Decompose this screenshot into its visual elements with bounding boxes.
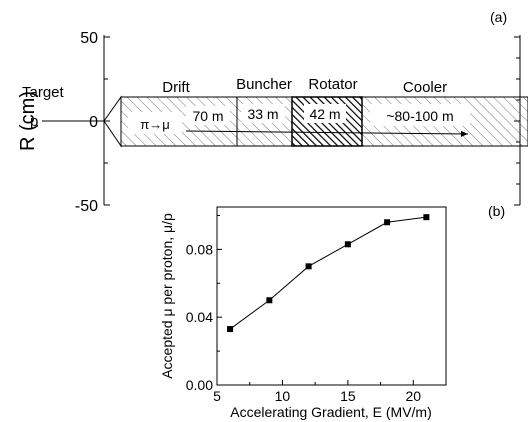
r-tick-label-0: 0 — [89, 114, 98, 131]
buncher-name: Buncher — [236, 76, 292, 93]
panel-b: (b) 5 10 15 20 0.00 0.04 0.08 Accelerating Gra… — [159, 203, 505, 420]
drift-length-box — [186, 106, 230, 125]
buncher-length-box — [241, 104, 285, 123]
decay-label: π→μ — [140, 117, 169, 132]
x-tick-label: 10 — [275, 388, 291, 404]
y-tick-label: 0.00 — [186, 377, 213, 393]
cooler-length-box — [370, 104, 470, 126]
data-point-marker — [266, 297, 273, 304]
drift-name: Drift — [162, 79, 190, 96]
series-line — [229, 216, 427, 330]
data-point-marker — [423, 214, 430, 221]
y-tick-label: 0.04 — [186, 309, 213, 325]
rotator-name: Rotator — [308, 76, 357, 93]
data-point-marker — [384, 219, 391, 226]
chart-layer: 5 10 15 20 0.00 0.04 0.08 — [186, 214, 430, 404]
cooler-name: Cooler — [403, 79, 447, 96]
drift-length: 70 m — [192, 108, 223, 124]
panel-a-label: (a) — [490, 9, 507, 25]
y-axis-label: Accepted μ per proton, μ/p — [159, 213, 175, 379]
rotator-length: 42 m — [309, 106, 340, 122]
data-point-marker — [227, 326, 234, 333]
y-tick-label: 0.08 — [186, 241, 213, 257]
proton-label: p — [30, 113, 38, 130]
panel-a: (a) R (cm) 50 0 -50 Target p — [17, 9, 528, 215]
decay-label-box — [128, 112, 182, 134]
x-tick-label: 15 — [340, 388, 356, 404]
target-label: Target — [22, 84, 65, 101]
x-axis-label: Accelerating Gradient, E (MV/m) — [230, 404, 432, 420]
data-point-marker — [344, 241, 351, 248]
buncher-length: 33 m — [247, 106, 278, 122]
x-tick-label: 5 — [213, 388, 221, 404]
plot-frame — [216, 206, 447, 386]
cooler-length: ~80-100 m — [386, 108, 453, 124]
r-tick-label-50: 50 — [80, 30, 98, 47]
data-point-marker — [305, 263, 312, 270]
beam-arrow — [185, 130, 469, 137]
r-tick-label-m50: -50 — [75, 198, 98, 215]
panel-b-label: (b) — [488, 203, 505, 219]
r-axis-label: R (cm) — [17, 91, 39, 151]
x-tick-label: 20 — [405, 388, 421, 404]
rotator-length-box — [304, 104, 346, 123]
